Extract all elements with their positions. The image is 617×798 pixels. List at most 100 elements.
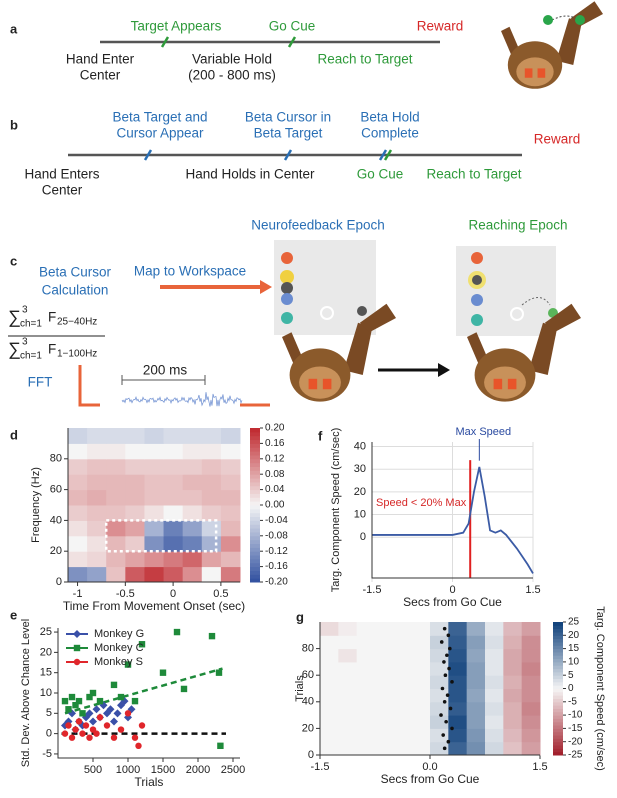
point <box>89 689 97 697</box>
colorbar-tick-label: 0.08 <box>265 469 285 480</box>
heat-cell <box>503 688 523 703</box>
heat-cell <box>320 675 339 689</box>
point <box>217 742 224 750</box>
heat-cell <box>182 443 203 460</box>
phase-label: Reach to Target <box>426 167 521 182</box>
x-tick-label: 1.5 <box>532 761 547 773</box>
trial-marker <box>448 706 453 711</box>
heat-cell <box>68 520 88 537</box>
heat-cell <box>201 458 222 475</box>
colorbar <box>250 458 260 464</box>
colorbar <box>250 428 260 433</box>
heat-cell <box>163 428 184 444</box>
heat-cell <box>430 715 449 729</box>
heat-cell <box>393 688 413 703</box>
colorbar <box>250 451 260 456</box>
colorbar-tick-label: -20 <box>568 736 583 747</box>
heat-cell <box>411 715 431 729</box>
heat-cell <box>201 428 222 444</box>
point <box>110 717 118 726</box>
heat-cell <box>163 505 184 521</box>
heat-cell <box>466 701 486 716</box>
point <box>103 722 111 729</box>
x-tick-label: 0 <box>449 584 455 596</box>
x-axis-label: Secs from Go Cue <box>403 595 502 609</box>
colorbar-tick-label: -15 <box>568 723 583 734</box>
formula: ∑ <box>8 339 21 359</box>
y-tick-label: 80 <box>50 453 62 465</box>
point <box>72 701 79 709</box>
heat-cell <box>87 505 107 521</box>
event-label: Reward <box>417 19 464 34</box>
colorbar <box>553 701 563 706</box>
colorbar <box>553 718 563 723</box>
arrow-head <box>438 363 450 377</box>
heat-cell <box>375 622 394 636</box>
colorbar <box>553 711 563 716</box>
heat-cell <box>68 458 88 475</box>
colorbar <box>553 628 563 633</box>
heat-cell <box>220 505 241 521</box>
colorbar-tick-label: -0.04 <box>265 515 288 526</box>
calc-label: Calculation <box>42 283 109 298</box>
event-label: Beta Target <box>254 126 323 141</box>
heat-cell <box>220 566 241 583</box>
point <box>61 697 69 705</box>
colorbar <box>250 443 260 448</box>
heat-cell <box>125 566 145 583</box>
epoch-label: Reaching Epoch <box>468 218 567 233</box>
heat-cell <box>220 489 241 506</box>
point <box>65 722 72 729</box>
y-tick-label: 20 <box>50 545 62 557</box>
heat-cell <box>375 715 394 729</box>
panel-label: a <box>10 21 18 36</box>
heat-cell <box>125 520 145 537</box>
heat-cell <box>521 622 541 636</box>
axes <box>67 428 240 583</box>
heat-cell <box>448 715 468 729</box>
annotation: Speed < 20% Max <box>376 497 467 509</box>
heat-cell <box>163 474 184 491</box>
heat-cell <box>338 622 358 636</box>
colorbar <box>553 671 563 676</box>
heat-cell <box>182 566 203 583</box>
arm <box>556 18 582 65</box>
heat-cell <box>125 428 145 444</box>
heat-cell <box>68 443 88 460</box>
point <box>73 630 81 638</box>
heat-cell <box>182 474 203 491</box>
colorbar <box>553 678 563 683</box>
heat-cell <box>411 728 431 743</box>
point <box>65 706 72 713</box>
heat-cell <box>163 458 184 475</box>
y-tick-label: 0 <box>360 531 366 543</box>
colorbar <box>250 570 260 575</box>
heat-cell <box>320 701 339 716</box>
monkey <box>467 303 581 402</box>
heat-cell <box>201 489 222 506</box>
heat-cell <box>68 535 88 552</box>
y-tick-label: 20 <box>354 486 366 498</box>
point <box>106 705 115 714</box>
y-tick-label: 10 <box>40 687 52 699</box>
point <box>180 685 188 693</box>
colorbar <box>250 578 260 583</box>
heat-cell <box>430 728 449 743</box>
point <box>131 697 139 705</box>
face <box>299 366 341 399</box>
panel-b: b Beta Target and Cursor Appear Beta Cur… <box>10 110 580 198</box>
event <box>143 149 153 161</box>
heat-cell <box>182 535 203 552</box>
heat-cell <box>485 648 504 663</box>
colorbar <box>250 462 260 467</box>
heat-cell <box>411 741 431 756</box>
heat-cell <box>430 675 449 689</box>
point <box>93 730 100 737</box>
x-tick-label: -1.5 <box>363 584 382 596</box>
implant <box>308 378 318 390</box>
arm <box>570 1 603 27</box>
implant <box>537 68 546 78</box>
heat-cell <box>68 505 88 521</box>
colorbar <box>553 622 563 626</box>
heat-cell <box>182 428 203 444</box>
